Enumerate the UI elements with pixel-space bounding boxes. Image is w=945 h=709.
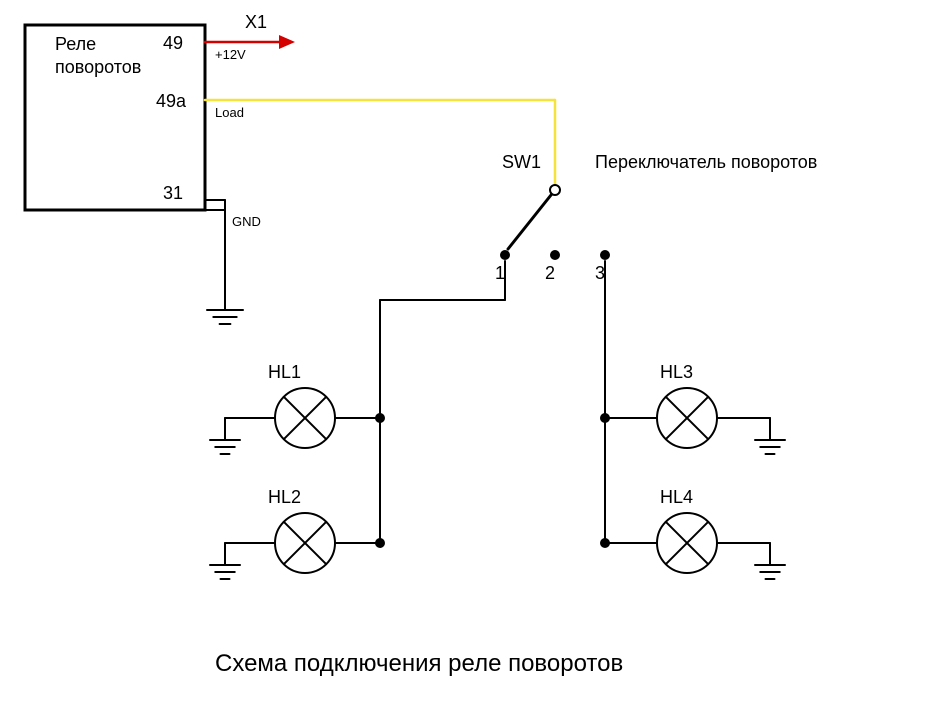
pin-31-label: 31 xyxy=(163,183,183,204)
lamp-hl1-label: HL1 xyxy=(268,362,301,383)
switch-p1-label: 1 xyxy=(495,263,505,284)
connector-voltage: +12V xyxy=(215,47,246,62)
switch-p2-label: 2 xyxy=(545,263,555,284)
relay-label: Реле поворотов xyxy=(55,33,141,80)
lamp-hl4-label: HL4 xyxy=(660,487,693,508)
switch-desc: Переключатель поворотов xyxy=(595,152,817,173)
connector-ref: X1 xyxy=(245,12,267,33)
gnd-label: GND xyxy=(232,214,261,229)
pin-49-label: 49 xyxy=(163,33,183,54)
diagram-title: Схема подключения реле поворотов xyxy=(215,650,623,678)
pin-49a-label: 49a xyxy=(156,91,186,112)
lamp-hl3-label: HL3 xyxy=(660,362,693,383)
relay-label-line1: Реле xyxy=(55,33,141,56)
relay-label-line2: поворотов xyxy=(55,56,141,79)
lamp-hl2-label: HL2 xyxy=(268,487,301,508)
load-label: Load xyxy=(215,105,244,120)
circuit-diagram xyxy=(0,0,945,709)
switch-ref: SW1 xyxy=(502,152,541,173)
switch-p3-label: 3 xyxy=(595,263,605,284)
